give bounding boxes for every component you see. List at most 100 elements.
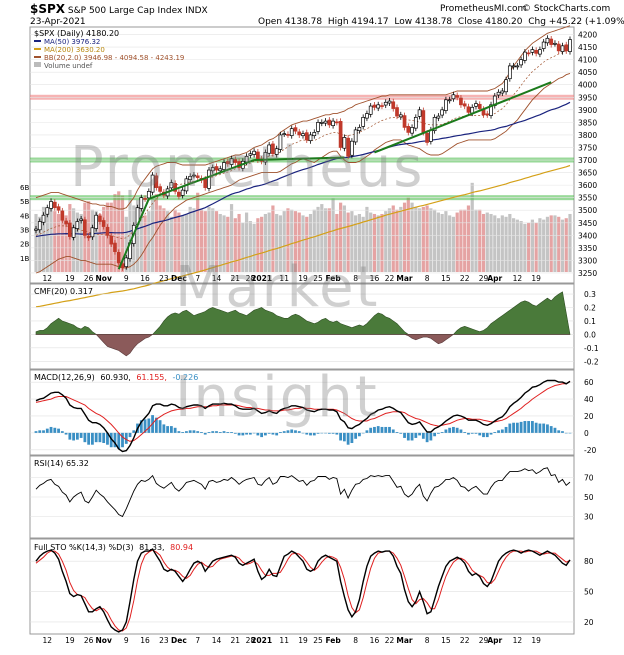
ma50-line	[35, 101, 571, 238]
candle-body	[421, 110, 426, 133]
macd-hist-bar	[297, 431, 301, 433]
candle-body	[560, 45, 565, 52]
candle-body	[293, 127, 298, 132]
candle-body	[432, 117, 437, 132]
candle-body	[75, 221, 80, 229]
date-tick-label: Feb	[325, 636, 341, 645]
price-tick-label: 3400	[578, 231, 597, 240]
volume-bar	[49, 205, 53, 272]
panel-tick-label: 20	[584, 618, 594, 627]
volume-bar	[158, 205, 162, 272]
ma200-line	[35, 164, 571, 308]
candle-body	[271, 143, 275, 155]
macd-hist-bar	[324, 432, 327, 434]
macd-hist-bar	[53, 427, 57, 433]
rsi-line	[35, 467, 571, 518]
candle-body	[357, 127, 362, 132]
candle-body	[210, 167, 215, 172]
macd-hist-bar	[121, 432, 124, 448]
cmf-axis: 0.3 0.2 0.1 0.0 -0.1 -0.2	[584, 290, 599, 366]
price-title: $SPX (Daily) 4180.20	[34, 29, 119, 38]
price-tick-label: 3700	[578, 156, 597, 165]
rsi-line	[35, 467, 571, 518]
candle-body	[489, 104, 493, 116]
candle-body	[105, 226, 110, 236]
macd-hist-bar	[271, 432, 275, 435]
volume-bar	[387, 208, 392, 272]
volume-bar	[233, 218, 237, 272]
candle-body	[549, 38, 554, 45]
volume-bar	[459, 209, 463, 272]
candle-body	[327, 119, 332, 126]
date-tick-label: Nov	[96, 274, 112, 283]
date-tick-label: 19	[298, 636, 308, 645]
moving-averages	[35, 101, 571, 308]
candle-body	[56, 206, 61, 211]
candle-body	[436, 115, 441, 119]
candle-body	[553, 42, 557, 45]
candle-body	[67, 222, 72, 237]
candle-body	[278, 134, 283, 150]
panel-tick-label: 0.2	[584, 304, 596, 313]
macd-hist-bar	[380, 426, 384, 433]
date-tick-label: 19	[65, 636, 75, 645]
macd-hist-bar	[406, 432, 410, 441]
date-tick-label: 12	[513, 274, 523, 283]
chart-date: 23-Apr-2021	[30, 17, 86, 27]
sto-panel-frame	[29, 538, 575, 635]
date-tick-label: 12	[513, 636, 523, 645]
volume-bar	[410, 202, 414, 272]
date-tick-label: 2021	[251, 274, 272, 283]
macd-hist-bar	[493, 432, 497, 433]
volume-bar	[568, 213, 572, 272]
rsi-axis: 70 50 30	[584, 474, 594, 522]
candle-body	[222, 162, 226, 170]
volume-bar	[90, 209, 95, 272]
candle-body	[113, 242, 117, 252]
macd-hist-bar	[169, 426, 173, 433]
volume-bar	[402, 202, 407, 272]
macd-hist-bar	[117, 432, 121, 449]
macd-hist-bar	[98, 432, 102, 443]
macd-hist-bar	[358, 432, 361, 437]
price-tick-label: 3800	[578, 131, 597, 140]
volume-bar	[504, 216, 508, 272]
candle-body	[447, 99, 452, 102]
price-tick-label: 3600	[578, 181, 597, 190]
date-tick-label: 8	[425, 636, 430, 645]
candle-body	[154, 175, 159, 188]
cmf-area	[35, 291, 571, 357]
candle-body	[568, 39, 572, 52]
macd-hist-bar	[185, 431, 188, 433]
macd-hist-bar	[568, 432, 572, 434]
volume-tick-label: 6B	[20, 184, 29, 192]
macd-hist-bar	[316, 432, 320, 434]
volume-bar	[256, 218, 260, 272]
date-tick-label: 14	[212, 274, 222, 283]
candle-body	[387, 100, 392, 104]
volume-bar	[342, 205, 346, 272]
candle-body	[395, 107, 399, 117]
candle-body	[372, 104, 377, 108]
macd-hist-bar	[252, 432, 256, 434]
candle-body	[286, 134, 290, 136]
price-tick-label: 3350	[578, 244, 597, 253]
sto-title: Full STO %K(14,3) %D(3)	[34, 543, 134, 552]
candle-body	[342, 137, 347, 149]
macd-hist-bar	[455, 427, 459, 433]
macd-hist-bar	[106, 432, 109, 445]
macd-hist-bar	[485, 432, 489, 438]
macd-value: 60.930,	[100, 373, 131, 382]
macd-hist-bar	[373, 426, 376, 433]
macd-hist-bar	[241, 432, 245, 436]
macd-hist-bar	[91, 432, 94, 445]
date-tick-label: 16	[370, 636, 380, 645]
macd-hist-bar	[211, 431, 215, 433]
macd-hist-bar	[553, 427, 557, 433]
trendline	[117, 198, 150, 270]
volume-bar	[222, 215, 226, 272]
candle-body	[526, 52, 531, 55]
volume-bar	[493, 215, 497, 272]
candle-body	[545, 37, 550, 44]
candle-body	[90, 227, 95, 238]
